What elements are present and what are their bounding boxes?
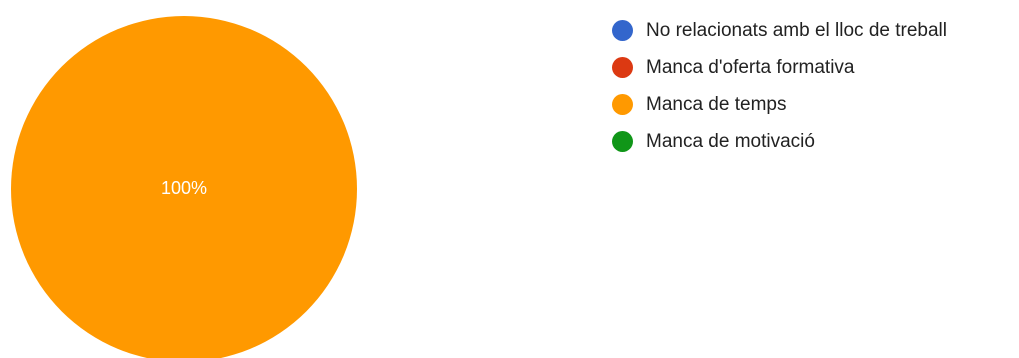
legend-item-manca-temps[interactable]: Manca de temps <box>612 86 947 123</box>
legend-swatch-icon <box>612 131 633 152</box>
legend-swatch-icon <box>612 20 633 41</box>
slice-label-manca-de-temps: 100% <box>161 178 207 198</box>
legend-item-no-relacionats[interactable]: No relacionats amb el lloc de treball <box>612 12 947 49</box>
pie-slices <box>11 16 357 358</box>
legend-item-manca-oferta[interactable]: Manca d'oferta formativa <box>612 49 947 86</box>
pie-plot-area: 100% <box>11 16 357 358</box>
legend-item-manca-motivacio[interactable]: Manca de motivació <box>612 123 947 160</box>
pie-slice-manca-de-temps[interactable] <box>11 16 357 358</box>
legend-label: Manca de temps <box>646 93 787 115</box>
chart-legend: No relacionats amb el lloc de treball Ma… <box>612 12 947 160</box>
legend-label: Manca d'oferta formativa <box>646 56 855 78</box>
legend-label: No relacionats amb el lloc de treball <box>646 19 947 41</box>
legend-label: Manca de motivació <box>646 130 815 152</box>
legend-swatch-icon <box>612 94 633 115</box>
pie-slice-labels: 100% <box>161 178 207 198</box>
legend-swatch-icon <box>612 57 633 78</box>
